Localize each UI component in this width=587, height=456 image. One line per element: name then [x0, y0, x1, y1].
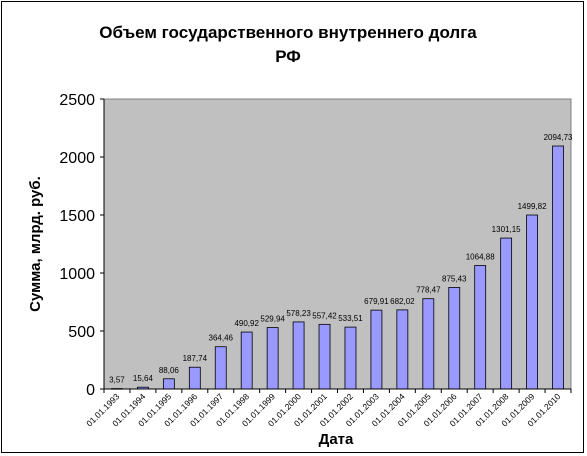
bar	[188, 366, 201, 390]
data-label: 529,94	[260, 315, 285, 324]
data-label: 557,42	[312, 311, 337, 320]
y-tick-label: 1000	[59, 266, 95, 283]
data-label: 1499,82	[518, 202, 547, 211]
x-axis-title: Дата	[319, 431, 354, 448]
bar	[240, 331, 253, 390]
data-label: 1064,88	[466, 252, 495, 261]
data-label: 187,74	[183, 354, 208, 363]
bar	[422, 298, 435, 390]
bar	[162, 378, 175, 390]
bar	[292, 321, 305, 390]
data-label: 533,51	[338, 314, 363, 323]
data-label: 682,02	[390, 297, 415, 306]
bar	[396, 309, 409, 390]
data-label: 88,06	[159, 366, 180, 375]
y-tick-label: 500	[68, 324, 95, 341]
bar	[500, 237, 513, 390]
data-label: 1301,15	[492, 225, 521, 234]
y-tick-label: 0	[86, 382, 95, 399]
y-axis: 0 500 1000 1500 2000 2500	[59, 92, 105, 399]
y-tick-label: 1500	[59, 208, 95, 225]
y-axis-title: Сумма, млрд. руб.	[27, 176, 44, 312]
bar	[266, 327, 279, 390]
data-label: 3,57	[109, 376, 125, 385]
plot-area	[103, 98, 572, 390]
data-label: 364,46	[209, 334, 234, 343]
data-label: 490,92	[234, 319, 259, 328]
chart-title-line-1: Объем государственного внутреннего долга	[99, 23, 477, 42]
bar	[344, 326, 357, 390]
bar	[474, 265, 487, 390]
bar	[552, 145, 564, 390]
chart-title-line-2: РФ	[275, 47, 301, 66]
data-label: 778,47	[416, 286, 441, 295]
x-axis: 01.01.199301.01.199401.01.199501.01.1996…	[84, 388, 572, 428]
bar	[526, 214, 538, 390]
data-label: 875,43	[442, 274, 467, 283]
data-label: 2094,73	[544, 133, 573, 142]
data-label: 578,23	[286, 309, 311, 318]
bar	[448, 287, 461, 390]
y-tick-label: 2000	[59, 150, 95, 167]
data-label: 679,91	[364, 297, 389, 306]
bar	[214, 346, 227, 390]
bar	[318, 323, 331, 390]
y-tick-label: 2500	[59, 92, 95, 109]
bar	[370, 309, 383, 390]
data-label: 15,64	[133, 374, 154, 383]
